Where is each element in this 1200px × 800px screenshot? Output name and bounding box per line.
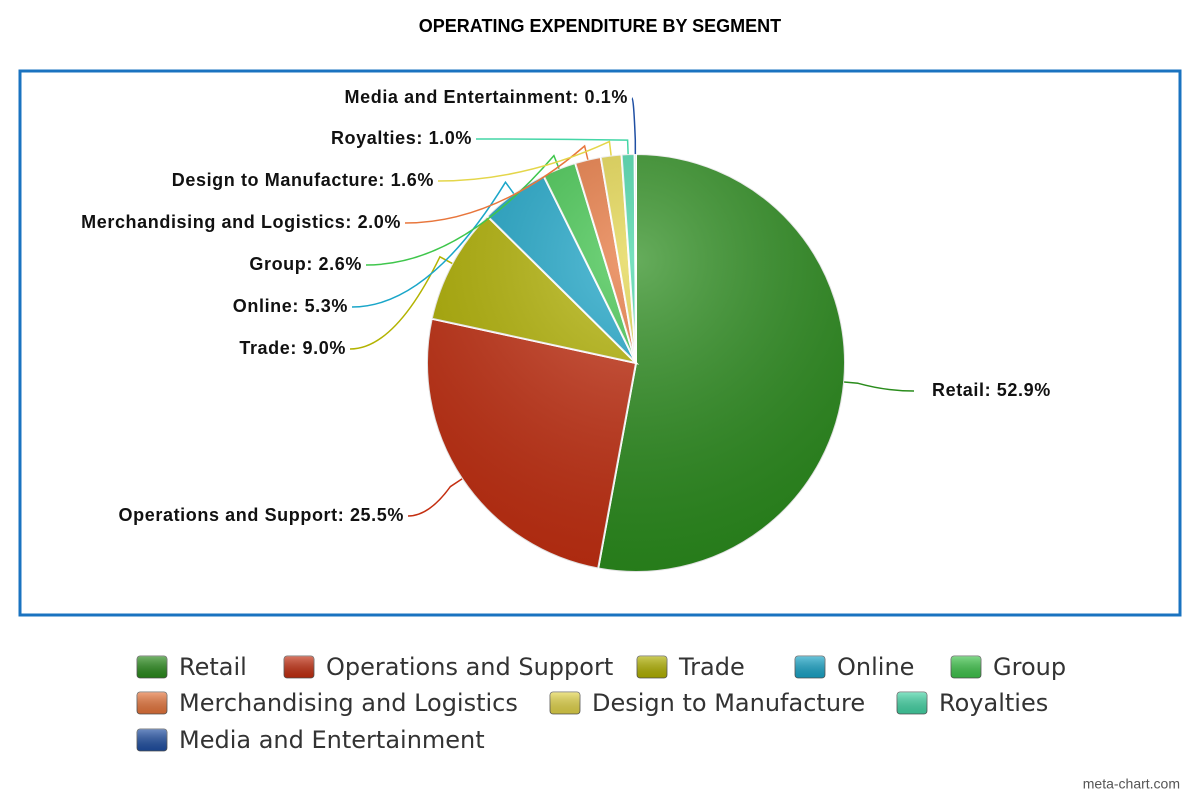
legend-swatch-shade [137,692,167,714]
slice-label: Retail: 52.9% [932,380,1051,400]
slice-label: Media and Entertainment: 0.1% [345,87,628,107]
label-connector [844,381,915,392]
legend: Retail Operations and Support Trade Online G… [136,653,1066,754]
legend-label: Royalties [939,689,1048,717]
slice-label: Group: 2.6% [249,254,362,274]
legend-swatch-shade [137,729,167,751]
chart-title: OPERATING EXPENDITURE BY SEGMENT [419,16,781,36]
label-connector [351,180,515,308]
legend-label: Media and Entertainment [179,726,485,754]
label-connector [349,255,453,350]
slice-label: Royalties: 1.0% [331,128,472,148]
slice-labels: Retail: 52.9% Operations and Support: 25.… [81,87,1051,525]
label-connector [437,140,612,182]
label-connector [631,97,637,155]
legend-swatch-shade [637,656,667,678]
legend-swatch-shade [795,656,825,678]
slice-label: Merchandising and Logistics: 2.0% [81,212,401,232]
plot-frame [18,69,1182,617]
slice-label: Trade: 9.0% [239,338,346,358]
legend-swatch-shade [951,656,981,678]
slice-label: Operations and Support: 25.5% [119,505,404,525]
slice-label: Online: 5.3% [233,296,348,316]
legend-label: Group [993,653,1066,681]
legend-swatch-shade [897,692,927,714]
pie-slice [633,152,637,364]
legend-label: Online [837,653,914,681]
label-connector [475,138,629,155]
legend-label: Operations and Support [326,653,613,681]
legend-swatch-shade [284,656,314,678]
legend-label: Design to Manufacture [592,689,865,717]
legend-swatch-shade [550,692,580,714]
legend-label: Trade [678,653,745,681]
legend-swatch-shade [137,656,167,678]
label-connector [407,478,463,517]
label-connector [365,154,560,266]
legend-label: Retail [179,653,247,681]
legend-label: Merchandising and Logistics [179,689,518,717]
slice-label: Design to Manufacture: 1.6% [172,170,434,190]
credit: meta-chart.com [1083,776,1180,792]
